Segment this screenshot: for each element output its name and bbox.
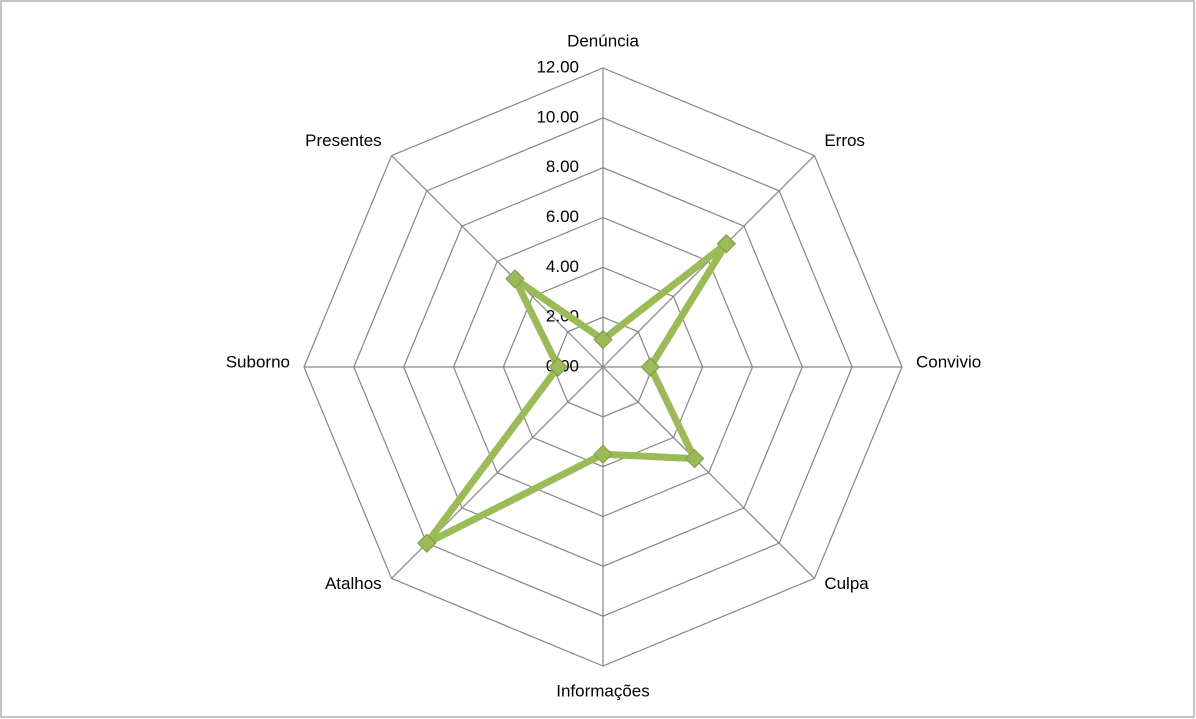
- data-point: [684, 448, 705, 469]
- category-label: Suborno: [226, 352, 290, 371]
- axis-spoke: [602, 366, 815, 579]
- category-label: Presentes: [305, 131, 382, 150]
- y-tick-label: 4.00: [546, 257, 579, 276]
- category-label: Convivio: [916, 352, 981, 371]
- data-point: [417, 533, 437, 553]
- axis-spoke: [391, 155, 604, 368]
- y-tick-label: 10.00: [536, 107, 579, 126]
- data-point: [593, 329, 613, 350]
- category-label: Atalhos: [325, 574, 382, 593]
- category-label: Informações: [556, 681, 650, 700]
- category-label: Denúncia: [567, 31, 639, 50]
- y-tick-label: 12.00: [536, 57, 579, 76]
- data-point: [716, 233, 737, 254]
- category-label: Culpa: [824, 574, 869, 593]
- data-point: [593, 444, 613, 464]
- data-point: [505, 269, 525, 289]
- data-point: [640, 357, 661, 377]
- y-tick-label: 6.00: [546, 207, 579, 226]
- category-label: Erros: [824, 131, 865, 150]
- y-tick-label: 8.00: [546, 157, 579, 176]
- data-point: [548, 357, 568, 377]
